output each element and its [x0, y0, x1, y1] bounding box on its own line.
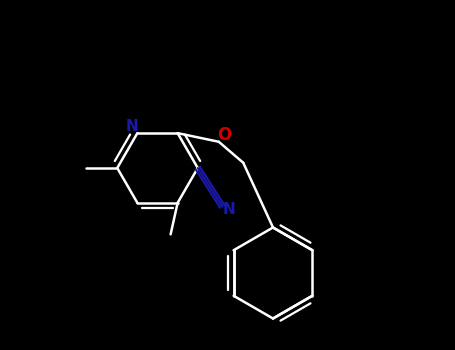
Text: N: N: [126, 119, 138, 134]
Text: O: O: [217, 126, 231, 145]
Text: N: N: [222, 202, 235, 217]
